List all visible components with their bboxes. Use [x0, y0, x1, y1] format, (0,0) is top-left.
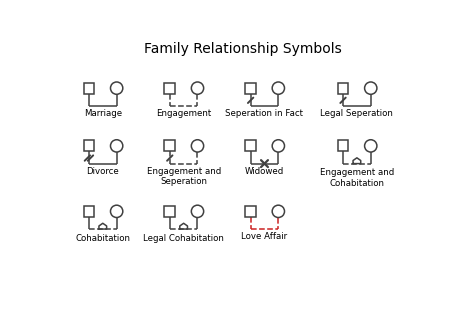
- Text: Engagement: Engagement: [156, 109, 211, 118]
- Text: Divorce: Divorce: [86, 167, 119, 176]
- Text: Legal Cohabitation: Legal Cohabitation: [143, 234, 224, 243]
- Text: Family Relationship Symbols: Family Relationship Symbols: [144, 42, 342, 56]
- Text: Marriage: Marriage: [84, 109, 122, 118]
- Bar: [164, 83, 175, 94]
- Bar: [83, 141, 94, 151]
- Bar: [337, 141, 348, 151]
- Text: Seperation in Fact: Seperation in Fact: [226, 109, 303, 118]
- Text: Engagement and
Cohabitation: Engagement and Cohabitation: [320, 168, 394, 188]
- Bar: [83, 83, 94, 94]
- Bar: [245, 83, 256, 94]
- Bar: [245, 141, 256, 151]
- Text: Widowed: Widowed: [245, 167, 284, 176]
- Bar: [337, 83, 348, 94]
- Bar: [83, 206, 94, 217]
- Text: Legal Seperation: Legal Seperation: [320, 109, 393, 118]
- Text: Cohabitation: Cohabitation: [75, 234, 130, 243]
- Text: Love Affair: Love Affair: [241, 232, 288, 241]
- Bar: [245, 206, 256, 217]
- Bar: [164, 141, 175, 151]
- Bar: [164, 206, 175, 217]
- Text: Engagement and
Seperation: Engagement and Seperation: [146, 167, 221, 186]
